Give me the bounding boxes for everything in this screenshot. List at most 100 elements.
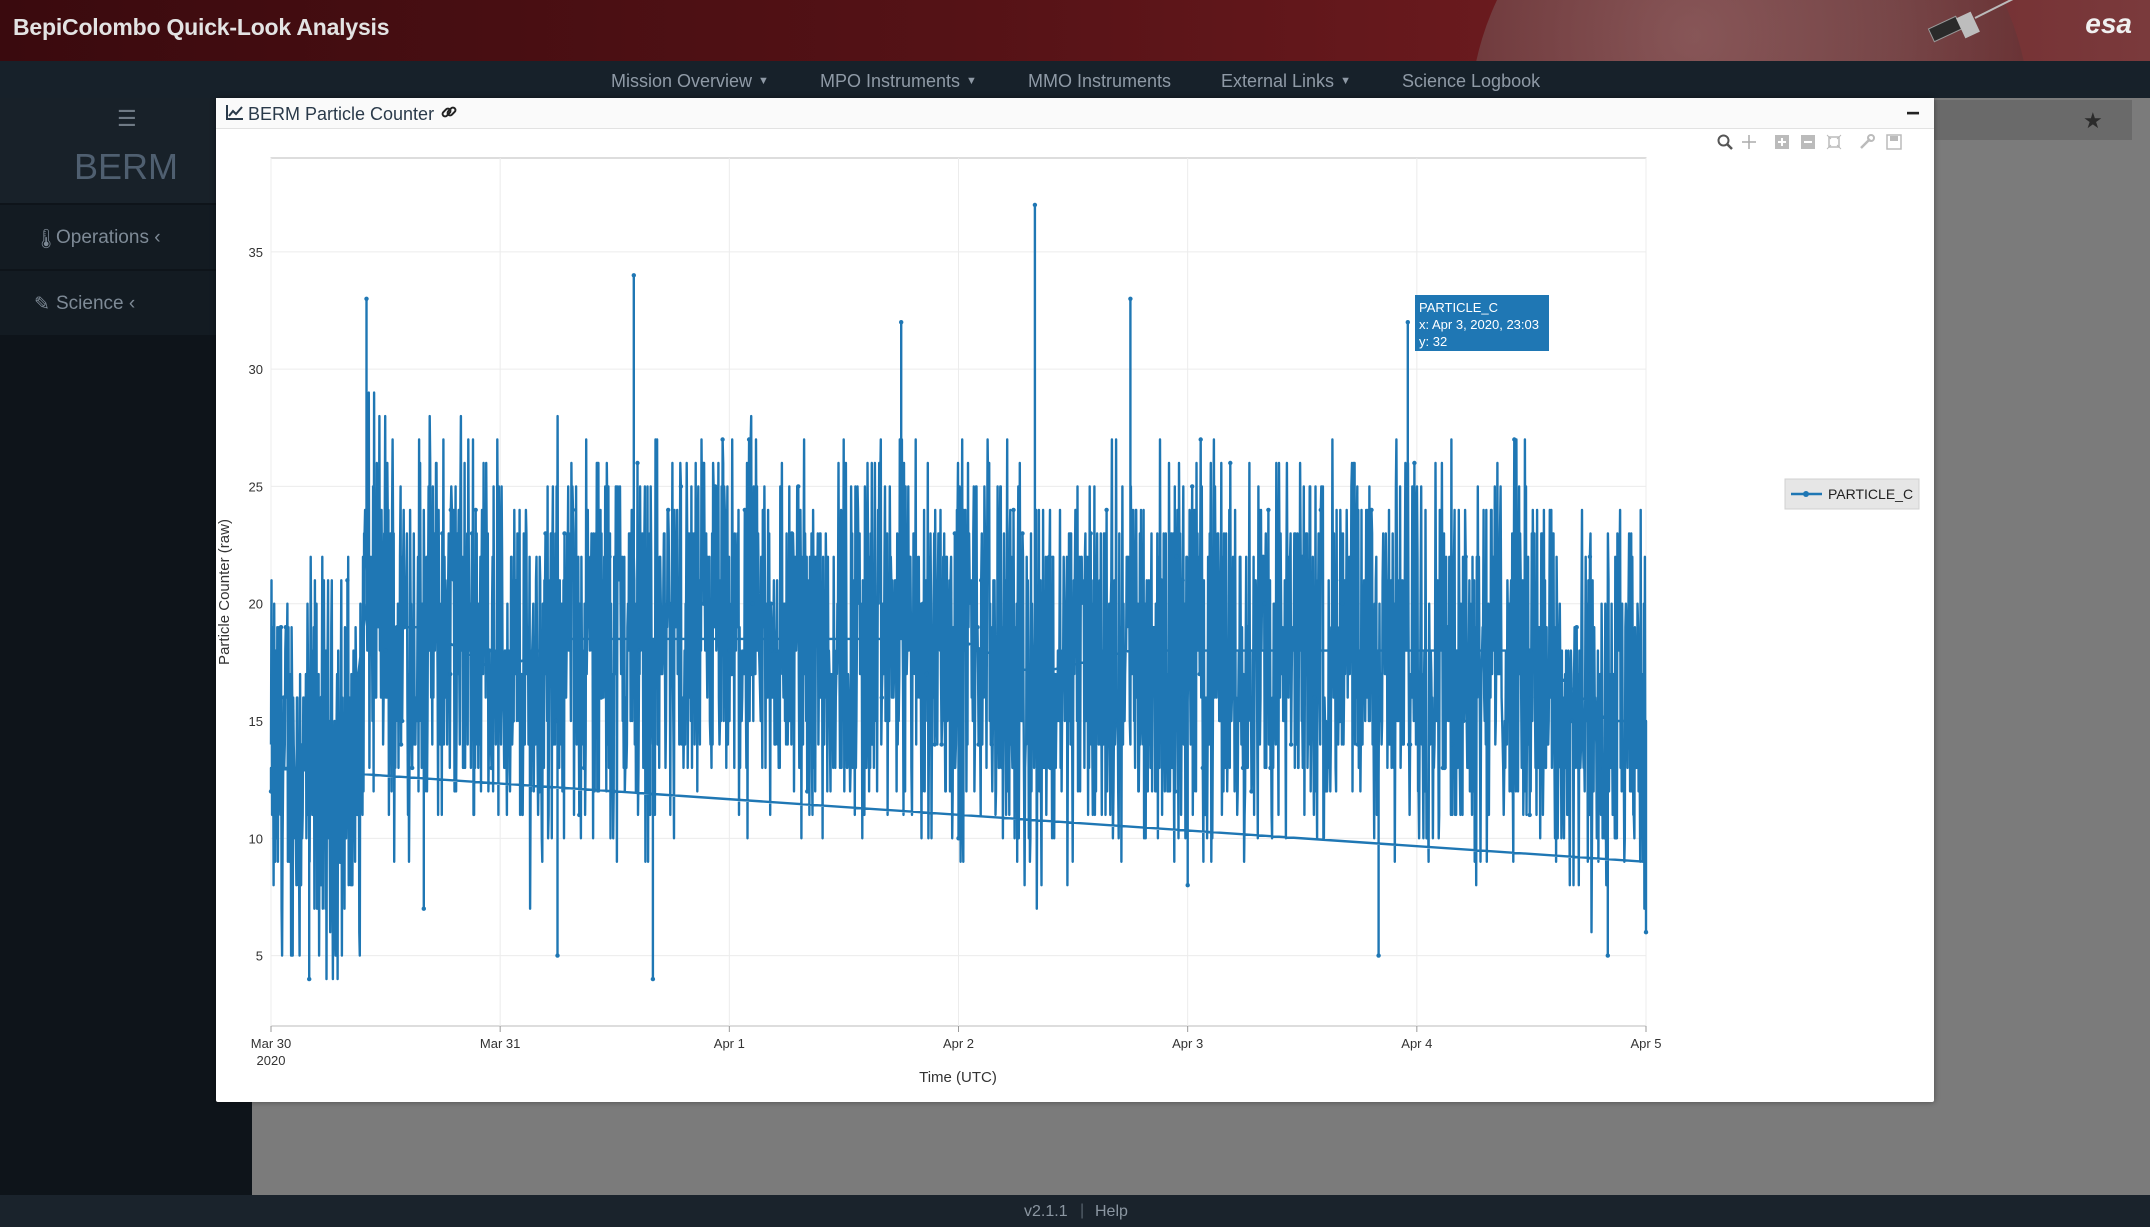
series-point[interactable]: [750, 671, 755, 677]
series-point[interactable]: [1139, 601, 1145, 606]
series-point[interactable]: [1446, 625, 1451, 630]
series-point[interactable]: [383, 648, 388, 653]
sidebar-item-operations[interactable]: 🌡 Operations ‹: [0, 205, 218, 269]
series-point[interactable]: [469, 531, 475, 536]
series-point[interactable]: [1047, 554, 1052, 559]
series-point[interactable]: [979, 578, 984, 583]
series-point[interactable]: [976, 742, 981, 747]
series-point[interactable]: [489, 765, 494, 771]
series-point[interactable]: [1355, 742, 1361, 747]
series-point[interactable]: [1337, 718, 1343, 724]
star-icon[interactable]: ★: [2083, 108, 2103, 133]
help-link[interactable]: Help: [1095, 1203, 1128, 1220]
series-point[interactable]: [1587, 554, 1593, 559]
series-point[interactable]: [1463, 554, 1468, 559]
series-point[interactable]: [1569, 718, 1575, 724]
series-point[interactable]: [1643, 930, 1649, 935]
series-point[interactable]: [543, 531, 548, 536]
series-point[interactable]: [879, 695, 884, 700]
series-point[interactable]: [410, 765, 415, 771]
series-point[interactable]: [400, 718, 405, 724]
series-point[interactable]: [1262, 601, 1267, 606]
series-point[interactable]: [394, 625, 400, 630]
series-point[interactable]: [1198, 437, 1203, 442]
series-point[interactable]: [473, 507, 478, 513]
series-point[interactable]: [1104, 507, 1109, 513]
series-point[interactable]: [562, 531, 567, 536]
series-point[interactable]: [1158, 578, 1164, 583]
series-point[interactable]: [1113, 718, 1118, 724]
series-point[interactable]: [650, 976, 656, 982]
series-point[interactable]: [1527, 812, 1532, 818]
series-point[interactable]: [268, 789, 274, 794]
series-point[interactable]: [769, 648, 774, 653]
series-point[interactable]: [1528, 648, 1533, 653]
pan-icon[interactable]: [1741, 134, 1757, 150]
zoom-out-icon[interactable]: [1800, 134, 1816, 150]
series-point[interactable]: [356, 671, 361, 677]
series-point[interactable]: [1412, 460, 1417, 466]
series-point[interactable]: [1048, 765, 1053, 771]
series-point[interactable]: [727, 648, 732, 653]
nav-science-logbook[interactable]: Science Logbook: [1402, 71, 1540, 92]
series-point[interactable]: [553, 718, 559, 724]
series-point[interactable]: [1318, 507, 1324, 513]
series-point[interactable]: [1597, 765, 1602, 771]
series-point[interactable]: [635, 460, 640, 466]
series-point[interactable]: [448, 671, 453, 677]
sidebar-item-science[interactable]: ✎ Science ‹: [0, 271, 218, 335]
series-point[interactable]: [636, 648, 642, 653]
series-point[interactable]: [542, 601, 548, 606]
series-point[interactable]: [920, 601, 926, 606]
save-icon[interactable]: [1886, 134, 1902, 150]
series-point[interactable]: [440, 531, 445, 536]
series-point[interactable]: [1405, 320, 1411, 325]
series-point[interactable]: [338, 859, 343, 864]
series-point[interactable]: [1574, 625, 1579, 630]
series-point[interactable]: [713, 484, 718, 489]
series-point[interactable]: [1376, 953, 1381, 958]
series-point[interactable]: [750, 601, 755, 606]
series-point[interactable]: [487, 648, 492, 653]
series-point[interactable]: [1512, 437, 1517, 442]
series-point[interactable]: [1588, 671, 1594, 677]
series-point[interactable]: [402, 625, 407, 630]
series-point[interactable]: [989, 742, 994, 747]
series-point[interactable]: [536, 789, 542, 794]
series-point[interactable]: [631, 273, 636, 278]
series-point[interactable]: [666, 507, 671, 513]
series-point[interactable]: [1260, 554, 1266, 559]
series-point[interactable]: [1442, 765, 1447, 771]
minimize-icon[interactable]: −: [1905, 100, 1920, 127]
series-point[interactable]: [555, 953, 560, 958]
series-point[interactable]: [956, 836, 961, 841]
series-point[interactable]: [1369, 507, 1374, 513]
series-point[interactable]: [425, 578, 431, 583]
esa-logo[interactable]: esa: [2085, 8, 2132, 40]
series-point[interactable]: [939, 742, 944, 747]
series-point[interactable]: [1088, 531, 1093, 536]
series-point[interactable]: [1461, 718, 1466, 724]
series-point[interactable]: [305, 671, 311, 677]
series-point[interactable]: [607, 554, 612, 559]
series-point[interactable]: [805, 789, 810, 794]
series-point[interactable]: [598, 695, 604, 700]
series-point[interactable]: [1438, 625, 1444, 630]
series-point[interactable]: [345, 578, 350, 583]
series-point[interactable]: [307, 976, 312, 982]
series-point[interactable]: [319, 695, 324, 700]
particle-counter-chart[interactable]: 5 10 15 20 25 30 35 Mar 30 Mar 31 Apr 1 Apr 2 Apr …: [216, 128, 1934, 1102]
series-point[interactable]: [611, 789, 616, 794]
series-point[interactable]: [1605, 953, 1611, 958]
series-point[interactable]: [1340, 601, 1345, 606]
series-point[interactable]: [1185, 883, 1190, 888]
series-point[interactable]: [498, 601, 503, 606]
series-point[interactable]: [1011, 507, 1016, 513]
series-point[interactable]: [1268, 765, 1273, 771]
series-point[interactable]: [742, 507, 747, 513]
hamburger-menu-icon[interactable]: ☰: [117, 106, 137, 131]
series-point[interactable]: [952, 531, 957, 536]
series-point[interactable]: [1407, 742, 1413, 747]
series-point[interactable]: [510, 718, 515, 724]
series-point[interactable]: [1228, 460, 1233, 466]
